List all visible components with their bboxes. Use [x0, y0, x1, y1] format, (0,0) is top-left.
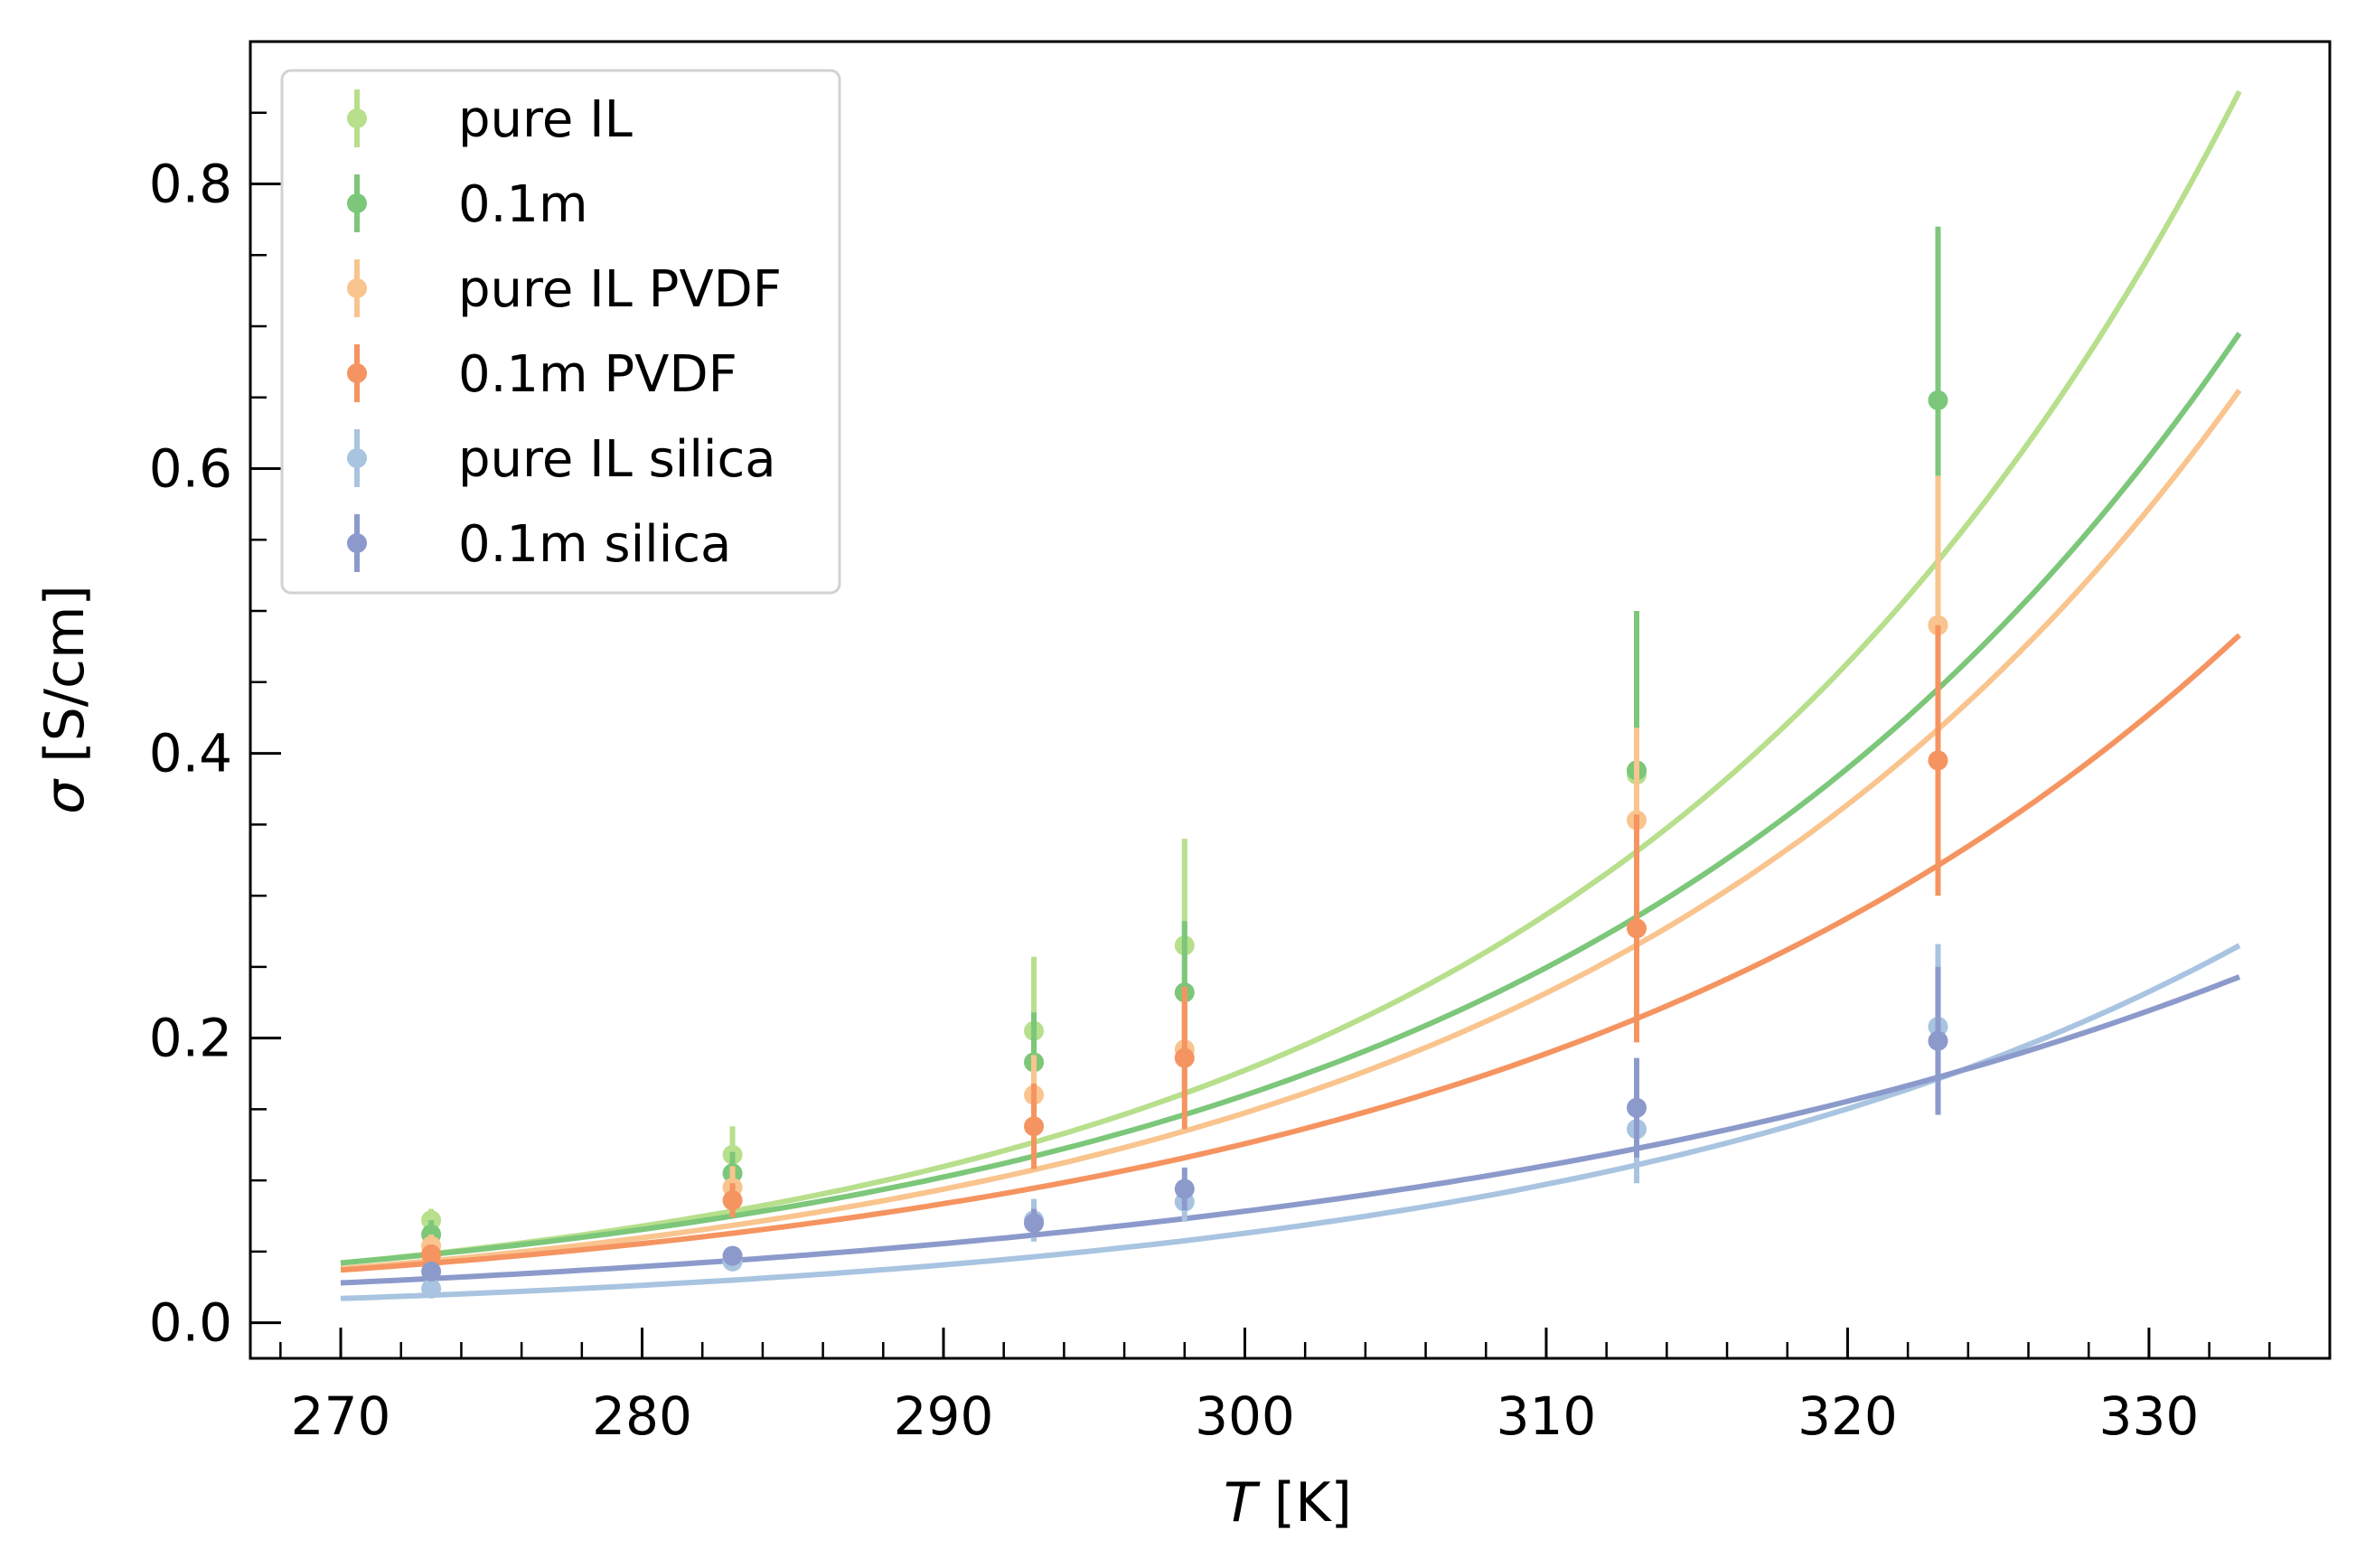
data-point-series-3	[1024, 1116, 1045, 1137]
data-point-series-5	[1174, 1178, 1195, 1199]
fit-line-series-0	[340, 89, 2242, 1266]
legend-label: pure IL	[458, 90, 633, 149]
legend-items: pure IL 0.1m pure IL PVDF 0.1m PVDF pure IL …	[347, 89, 782, 574]
plot-frame	[249, 40, 2332, 1360]
fit-line-series-1	[340, 332, 2242, 1266]
plot-content	[340, 89, 2242, 1301]
y-tick-label: 0.2	[149, 1008, 232, 1069]
fit-line-series-5	[340, 974, 2241, 1286]
x-tick-label: 300	[1195, 1385, 1295, 1447]
y-tick-label: 0.0	[149, 1292, 232, 1354]
data-point-series-5	[1627, 1097, 1647, 1118]
fit-line-series-2	[340, 389, 2242, 1272]
legend-marker-dot	[347, 363, 367, 383]
y-axis-label: σ [S/cm]	[33, 585, 97, 814]
fit-line-series-3	[340, 633, 2242, 1273]
data-point-series-3	[722, 1190, 743, 1211]
legend-label: pure IL PVDF	[458, 260, 782, 319]
legend-label: 0.1m silica	[458, 515, 731, 574]
data-point-series-1	[1928, 390, 1948, 410]
legend-marker-dot	[347, 108, 367, 128]
axes-ticks	[250, 40, 2332, 1358]
data-point-series-5	[722, 1245, 743, 1266]
y-tick-label: 0.4	[149, 723, 232, 784]
data-point-series-3	[1627, 918, 1647, 939]
y-tick-label: 0.8	[149, 154, 232, 215]
x-tick-label: 330	[2099, 1385, 2200, 1447]
legend-label: pure IL silica	[458, 430, 776, 489]
data-point-series-5	[421, 1261, 442, 1282]
data-point-series-3	[1174, 1047, 1195, 1068]
y-tick-label: 0.6	[149, 438, 232, 500]
x-axis-label: T [K]	[1224, 1471, 1352, 1535]
data-point-series-5	[1024, 1213, 1045, 1234]
legend-box	[280, 69, 841, 595]
legend-marker-dot	[347, 533, 367, 553]
legend-label: 0.1m	[458, 175, 588, 234]
data-point-series-4	[421, 1278, 442, 1299]
legend: pure IL 0.1m pure IL PVDF 0.1m PVDF pure IL …	[280, 69, 841, 595]
x-tick-label: 320	[1798, 1385, 1898, 1447]
legend-marker-dot	[347, 193, 367, 213]
x-tick-label: 310	[1497, 1385, 1597, 1447]
tick-labels: 270 280 290 300 310 320 330 0.0 0.2 0.4 0.6 0.8	[149, 154, 2200, 1447]
legend-marker-dot	[347, 448, 367, 468]
x-tick-label: 280	[592, 1385, 692, 1447]
x-tick-label: 270	[291, 1385, 391, 1447]
x-tick-label: 290	[894, 1385, 994, 1447]
data-point-series-3	[421, 1244, 442, 1265]
legend-marker-dot	[347, 278, 367, 298]
legend-label: 0.1m PVDF	[458, 345, 737, 404]
data-point-series-3	[1928, 750, 1948, 771]
data-point-series-5	[1928, 1030, 1948, 1051]
